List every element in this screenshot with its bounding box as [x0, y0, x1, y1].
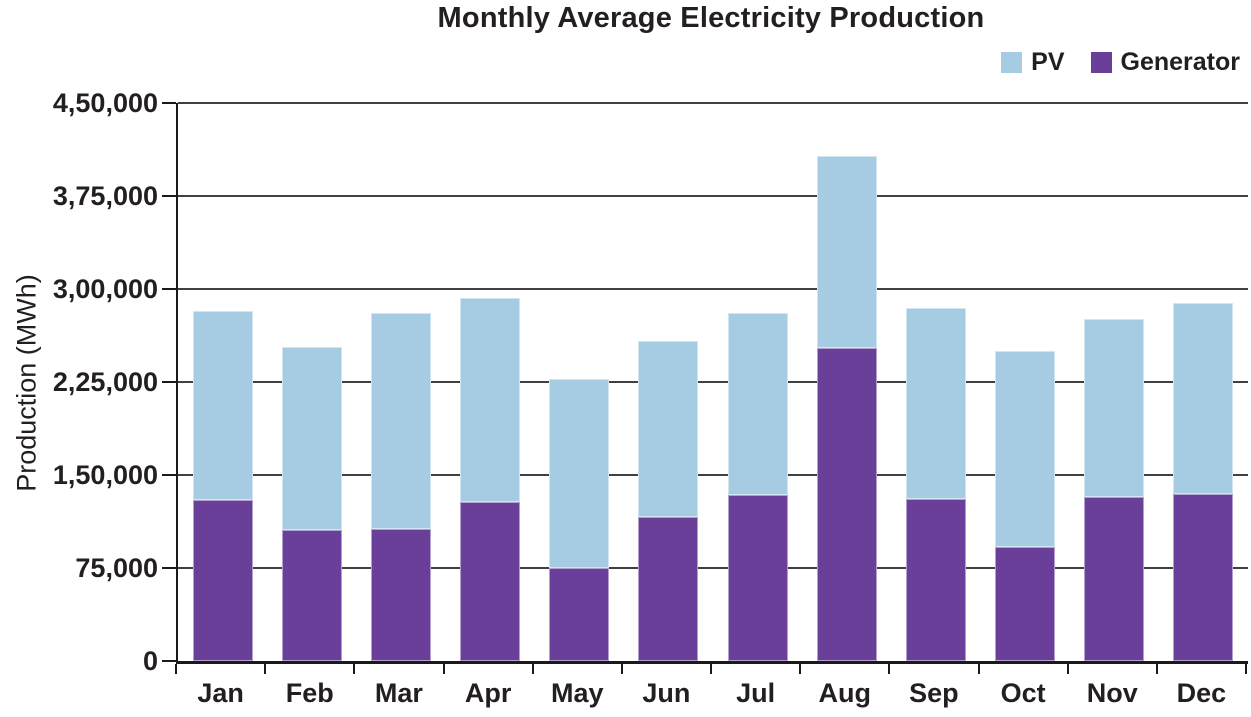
bar-segment-generator-may	[549, 568, 610, 661]
gridline-75000	[178, 567, 1248, 569]
y-tick-label-375000: 3,75,000	[52, 181, 158, 211]
y-tick-mark-225000	[162, 381, 176, 383]
y-tick-mark-450000	[162, 102, 176, 104]
y-tick-mark-150000	[162, 474, 176, 476]
y-tick-label-0: 0	[142, 646, 158, 676]
y-tick-label-75000: 75,000	[75, 553, 158, 583]
x-label-aug: Aug	[818, 678, 871, 708]
bar-aug	[816, 155, 877, 661]
y-tick-mark-0	[162, 660, 176, 662]
x-label-oct: Oct	[1000, 678, 1046, 708]
bar-segment-generator-mar	[370, 528, 431, 661]
gridline-225000	[178, 381, 1248, 383]
bar-mar	[370, 312, 431, 661]
bar-segment-pv-jun	[638, 341, 699, 518]
x-tick-mark-3	[442, 664, 445, 674]
bar-segment-generator-jul	[727, 494, 788, 661]
gridline-450000	[178, 102, 1248, 104]
y-tick-label-300000: 3,00,000	[52, 274, 158, 304]
x-label-sep: Sep	[909, 678, 959, 708]
bar-segment-pv-nov	[1084, 318, 1145, 498]
legend-item-pv: PV	[1001, 48, 1065, 77]
x-label-mar: Mar	[374, 678, 423, 708]
bar-oct	[995, 351, 1056, 661]
generator-swatch-icon	[1090, 52, 1112, 73]
x-label-may: May	[550, 678, 604, 708]
chart-title: Monthly Average Electricity Production	[437, 2, 985, 34]
x-label-feb: Feb	[285, 678, 334, 708]
x-tick-mark-5	[620, 664, 623, 674]
x-tick-mark-2	[353, 664, 356, 674]
x-tick-mark-10	[1066, 664, 1069, 674]
bar-segment-generator-oct	[995, 546, 1056, 661]
x-tick-mark-0	[175, 664, 177, 674]
bar-segment-generator-jun	[638, 517, 699, 661]
y-tick-label-450000: 4,50,000	[52, 88, 158, 118]
x-label-dec: Dec	[1176, 678, 1227, 708]
x-tick-mark-9	[977, 664, 980, 674]
bar-segment-pv-dec	[1173, 302, 1234, 494]
bar-may	[549, 378, 610, 661]
bar-feb	[281, 347, 342, 661]
y-tick-mark-300000	[162, 288, 176, 290]
x-tick-mark-11	[1155, 664, 1158, 674]
legend: PV Generator	[1001, 48, 1240, 77]
y-tick-mark-375000	[162, 195, 176, 197]
x-label-jun: Jun	[642, 678, 691, 708]
bar-segment-generator-apr	[460, 502, 521, 661]
x-tick-mark-1	[264, 664, 267, 674]
bar-segment-generator-nov	[1084, 497, 1145, 661]
bar-jul	[727, 312, 788, 661]
bar-segment-pv-oct	[995, 351, 1056, 547]
bar-segment-pv-aug	[816, 155, 877, 348]
y-tick-mark-75000	[162, 567, 176, 569]
bar-segment-generator-sep	[905, 499, 966, 661]
y-axis-labels: 0 75,000 1,50,000 2,25,000 3,00,000 3,75,000 4…	[0, 88, 158, 676]
x-tick-mark-12	[1245, 664, 1247, 674]
x-label-jan: Jan	[197, 678, 244, 708]
bar-segment-pv-feb	[281, 347, 342, 530]
bar-jan	[192, 311, 253, 661]
x-tick-mark-4	[531, 664, 534, 674]
legend-label-generator: Generator	[1120, 48, 1240, 76]
bar-segment-pv-sep	[905, 307, 966, 500]
bar-nov	[1084, 318, 1145, 661]
bar-dec	[1173, 302, 1234, 661]
gridline-375000	[178, 195, 1248, 197]
x-tick-mark-6	[710, 664, 712, 674]
gridline-150000	[178, 474, 1248, 476]
x-label-apr: Apr	[464, 678, 512, 708]
bar-segment-pv-jan	[192, 311, 253, 500]
bar-segment-pv-apr	[460, 298, 521, 503]
bar-segment-pv-jul	[727, 312, 788, 495]
pv-swatch-icon	[1001, 52, 1023, 73]
bar-sep	[905, 307, 966, 661]
x-tick-mark-8	[888, 664, 891, 674]
x-axis: Jan Feb Mar Apr May Jun Jul Aug Sep Oct Nov Dec	[175, 664, 1247, 716]
x-label-nov: Nov	[1086, 678, 1138, 708]
bar-apr	[460, 298, 521, 661]
x-label-jul: Jul	[736, 678, 776, 708]
bar-segment-pv-mar	[370, 312, 431, 529]
plot-area	[162, 102, 1248, 664]
bar-segment-generator-jan	[192, 499, 253, 661]
bar-segment-generator-feb	[281, 529, 342, 661]
y-tick-label-150000: 1,50,000	[52, 460, 158, 490]
bar-segment-pv-may	[549, 378, 610, 568]
gridline-300000	[178, 288, 1248, 290]
bar-segment-generator-dec	[1173, 493, 1234, 661]
bar-jun	[638, 341, 699, 661]
legend-item-generator: Generator	[1090, 48, 1240, 77]
x-tick-mark-7	[799, 664, 802, 674]
bar-segment-generator-aug	[816, 347, 877, 661]
legend-label-pv: PV	[1031, 48, 1065, 76]
y-tick-label-225000: 2,25,000	[52, 367, 158, 397]
